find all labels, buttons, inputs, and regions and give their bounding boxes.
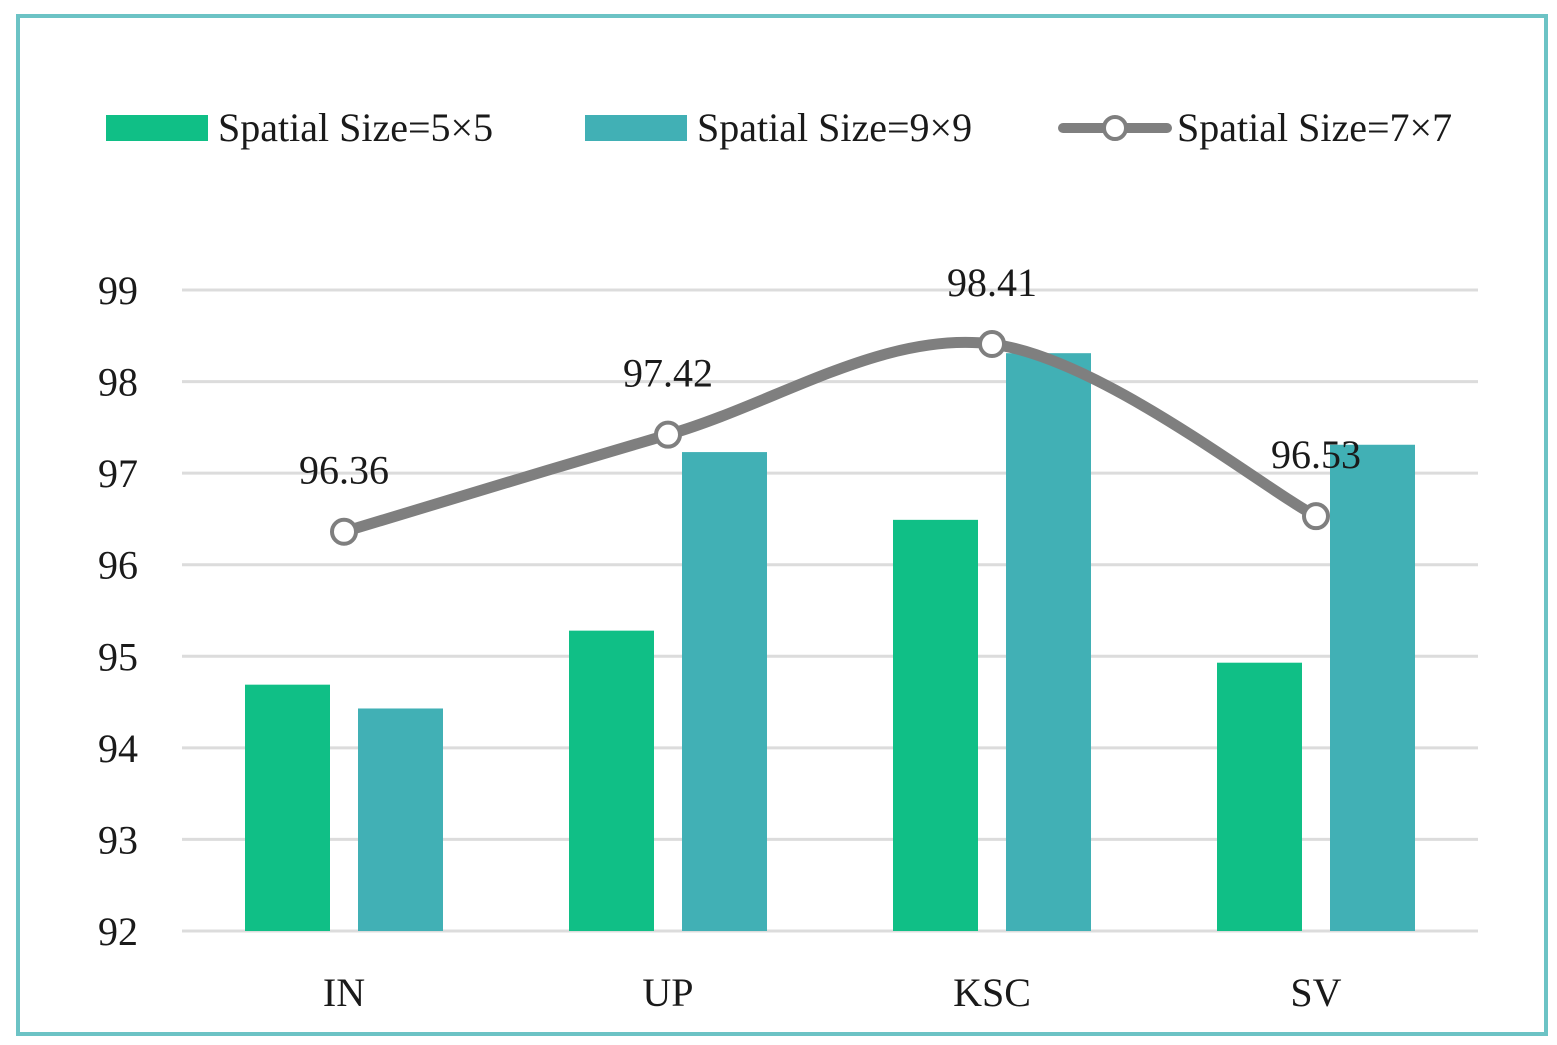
data-label-up: 97.42	[623, 351, 713, 396]
y-tick-label-92: 92	[98, 909, 138, 954]
legend-label-series-3: Spatial Size=7×7	[1177, 105, 1452, 150]
y-tick-label-96: 96	[98, 543, 138, 588]
line-marker-sv	[1302, 502, 1330, 531]
x-tick-label-ksc: KSC	[953, 970, 1031, 1015]
y-tick-label-98: 98	[98, 360, 138, 405]
bar-ksc-series-1	[893, 519, 978, 931]
legend-label-series-1: Spatial Size=5×5	[218, 105, 493, 150]
bar-in-series-1	[245, 684, 330, 931]
x-tick-label-up: UP	[642, 970, 693, 1015]
y-tick-label-99: 99	[98, 268, 138, 313]
bar-sv-series-2	[1330, 444, 1415, 931]
data-label-in: 96.36	[299, 448, 389, 493]
legend: Spatial Size=5×5 Spatial Size=9×9 Spatia…	[106, 105, 1452, 150]
line-marker-ksc	[978, 330, 1006, 359]
y-tick-label-97: 97	[98, 451, 138, 496]
bar-sv-series-1	[1217, 662, 1302, 931]
line-marker-in	[330, 517, 358, 546]
bar-ksc-series-2	[1006, 353, 1091, 931]
legend-swatch-series-1	[106, 115, 208, 141]
y-axis-tick-labels: 92 93 94 95 96 97 98 99	[98, 268, 138, 954]
bar-up-series-2	[682, 452, 767, 931]
line-series: 96.36 97.42 98.41 96.53	[299, 260, 1361, 546]
legend-swatch-series-3-marker	[1102, 115, 1128, 141]
data-label-ksc: 98.41	[947, 260, 1037, 305]
y-tick-label-95: 95	[98, 634, 138, 679]
legend-label-series-2: Spatial Size=9×9	[697, 105, 972, 150]
bar-in-series-2	[358, 708, 443, 931]
data-label-sv: 96.53	[1271, 432, 1361, 477]
y-tick-label-94: 94	[98, 726, 138, 771]
line-marker-up	[654, 420, 682, 449]
line-path-series-3	[338, 336, 1322, 538]
bar-up-series-1	[569, 630, 654, 931]
bars	[245, 353, 1415, 931]
x-tick-label-sv: SV	[1290, 970, 1341, 1015]
x-axis-tick-labels: IN UP KSC SV	[323, 970, 1342, 1015]
legend-swatch-series-2	[585, 115, 687, 141]
y-tick-label-93: 93	[98, 817, 138, 862]
x-tick-label-in: IN	[323, 970, 365, 1015]
